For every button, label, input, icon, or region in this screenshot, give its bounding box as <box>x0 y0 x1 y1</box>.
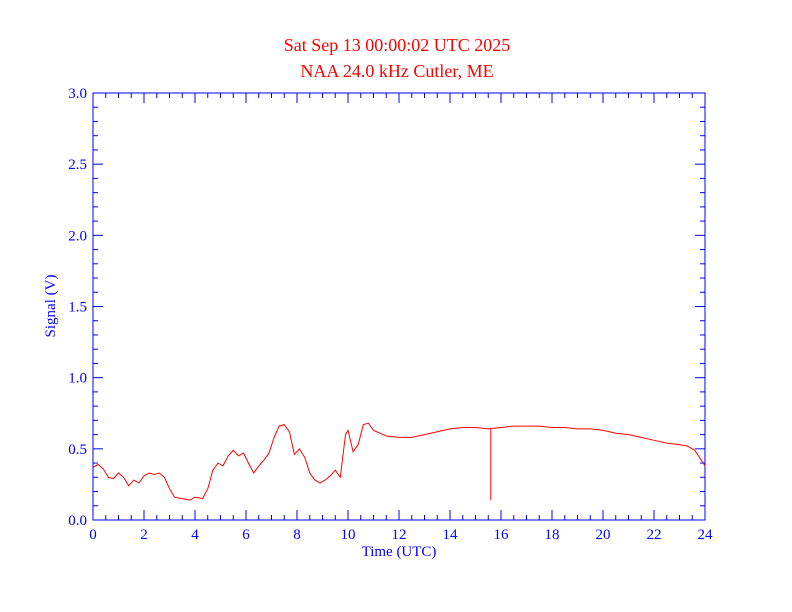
x-tick-label: 14 <box>443 527 459 543</box>
y-tick-label: 1.5 <box>68 300 87 316</box>
y-axis-label: Signal (V) <box>43 275 59 338</box>
x-tick-label: 4 <box>191 527 199 543</box>
axis-ticks <box>92 92 706 521</box>
y-tick-label: 0.5 <box>68 442 87 458</box>
y-tick-label: 0.0 <box>68 513 87 529</box>
x-tick-label: 22 <box>647 527 662 543</box>
x-tick-label: 12 <box>392 527 407 543</box>
x-tick-labels: 0 2 4 6 8 10 12 14 16 18 20 22 24 <box>89 527 713 543</box>
y-tick-label: 2.0 <box>68 228 87 244</box>
x-tick-label: 6 <box>242 527 250 543</box>
y-tick-label: 2.5 <box>68 157 87 173</box>
signal-line <box>92 422 706 501</box>
x-tick-label: 18 <box>545 527 560 543</box>
x-tick-label: 16 <box>494 527 510 543</box>
x-tick-label: 2 <box>140 527 148 543</box>
chart-title: Sat Sep 13 00:00:02 UTC 2025 <box>284 35 511 55</box>
x-tick-label: 20 <box>596 527 611 543</box>
y-tick-label: 3.0 <box>68 86 87 102</box>
plot-frame <box>92 92 706 521</box>
series-group <box>92 422 706 501</box>
y-tick-labels: 0.0 0.5 1.0 1.5 2.0 2.5 3.0 <box>68 86 87 529</box>
x-tick-label: 10 <box>341 527 356 543</box>
chart-subtitle: NAA 24.0 kHz Cutler, ME <box>300 61 493 81</box>
x-tick-label: 0 <box>89 527 97 543</box>
y-tick-label: 1.0 <box>68 371 87 387</box>
x-tick-label: 8 <box>293 527 301 543</box>
x-tick-label: 24 <box>698 527 714 543</box>
x-axis-label: Time (UTC) <box>362 544 437 560</box>
